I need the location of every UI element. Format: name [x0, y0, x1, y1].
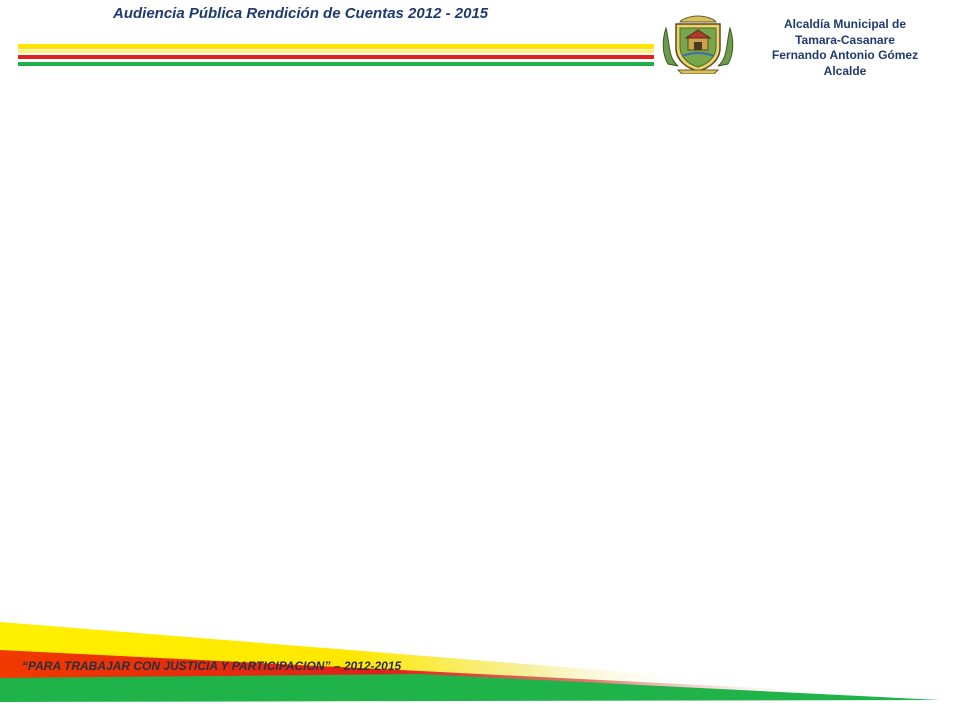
- organization-line-1: Alcaldía Municipal de: [783, 17, 907, 31]
- stripe-red: [18, 55, 654, 59]
- stripe-green: [18, 62, 654, 66]
- organization-block: Alcaldía Municipal de Tamara-Casanare Fe…: [738, 17, 952, 79]
- presentation-title: Audiencia Pública Rendición de Cuentas 2…: [113, 5, 489, 22]
- footer-slogan: “PARA TRABAJAR CON JUSTICIA Y PARTICIPAC…: [22, 659, 402, 673]
- stripe-yellow-light: [18, 50, 654, 53]
- municipal-coat-of-arms-icon: [662, 15, 734, 74]
- flag-stripes: [18, 44, 654, 68]
- footer-green-band: [0, 674, 940, 702]
- organization-line-2: Tamara-Casanare: [795, 32, 895, 47]
- organization-line-4: Alcalde: [823, 63, 867, 78]
- organization-line-3: Fernando Antonio Gómez: [771, 48, 919, 62]
- stripe-yellow: [18, 44, 654, 49]
- footer-color-band: [0, 622, 940, 702]
